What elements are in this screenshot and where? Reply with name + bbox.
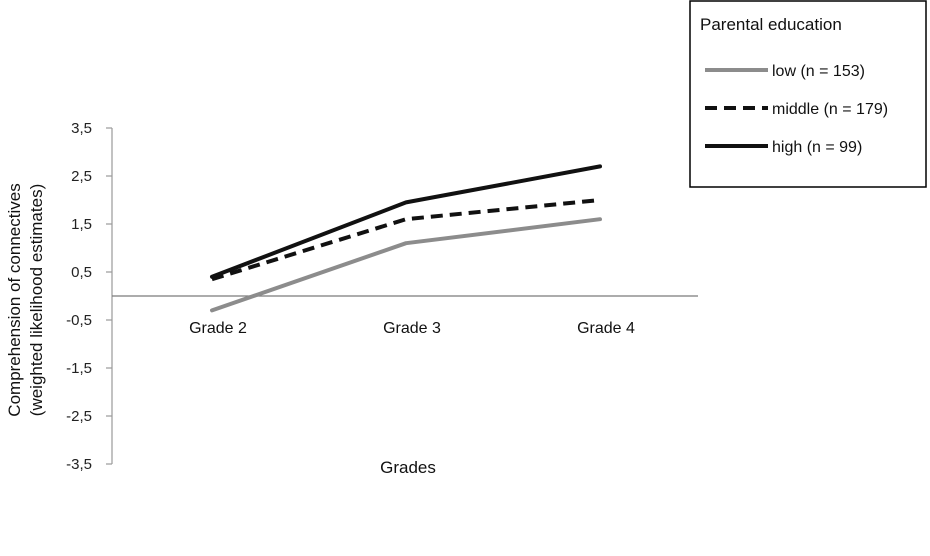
x-category-label: Grade 4 xyxy=(577,320,635,337)
series-line xyxy=(210,164,602,279)
y-tick-label: 0,5 xyxy=(71,264,92,281)
x-category-labels: Grade 2 Grade 3 Grade 4 xyxy=(189,320,635,337)
x-category-label: Grade 2 xyxy=(189,320,247,337)
x-category-label: Grade 3 xyxy=(383,320,441,337)
legend-label: middle (n = 179) xyxy=(772,101,888,118)
y-tick-labels: 3,5 2,5 1,5 0,5 -0,5 -1,5 -2,5 -3,5 xyxy=(66,120,92,473)
y-axis-title: Comprehension of connectives (weighted l… xyxy=(5,183,46,416)
y-tick-label: -0,5 xyxy=(66,312,92,329)
x-axis-title: Grades xyxy=(380,458,436,477)
y-axis-title-line-2: (weighted likelihood estimates) xyxy=(27,184,46,416)
y-axis-title-line-1: Comprehension of connectives xyxy=(5,183,24,416)
legend-box xyxy=(689,0,927,188)
legend-label: low (n = 153) xyxy=(772,63,865,80)
y-tick-label: -3,5 xyxy=(66,456,92,473)
legend-label: high (n = 99) xyxy=(772,139,862,156)
series-lines xyxy=(210,164,602,313)
y-axis xyxy=(106,127,698,465)
legend-title: Parental education xyxy=(700,15,842,34)
y-tick-label: 1,5 xyxy=(71,216,92,233)
series-line xyxy=(210,217,602,313)
y-tick-label: -1,5 xyxy=(66,360,92,377)
legend: Parental education low (n = 153) middle (… xyxy=(689,0,927,188)
y-tick-label: 2,5 xyxy=(71,168,92,185)
y-tick-label: -2,5 xyxy=(66,408,92,425)
legend-entries: low (n = 153) middle (n = 179) high (n = 9… xyxy=(705,63,888,156)
series-line xyxy=(211,198,601,282)
y-tick-label: 3,5 xyxy=(71,120,92,137)
